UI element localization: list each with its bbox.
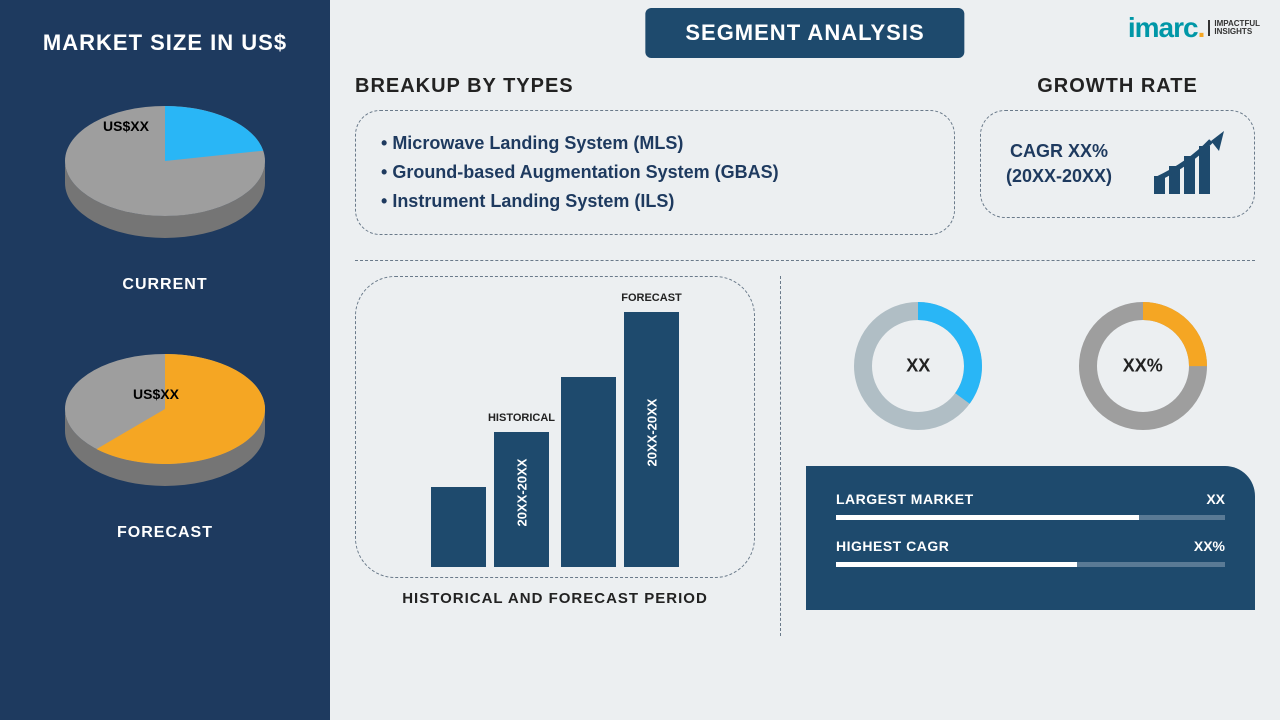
info-row: LARGEST MARKET XX — [836, 491, 1225, 507]
bar — [561, 377, 616, 567]
info-bar — [836, 515, 1225, 520]
logo: imarc. IMPACTFULINSIGHTS — [1128, 12, 1260, 44]
historical-section: HISTORICAL20XX-20XXFORECAST20XX-20XX HIS… — [355, 276, 755, 636]
donut-label: XX — [906, 356, 930, 377]
bar-top-label: FORECAST — [621, 292, 682, 304]
bar — [431, 487, 486, 567]
info-bar — [836, 562, 1225, 567]
right-section: XX XX% LARGEST MARKET XX HIGHEST CAGR XX% — [806, 276, 1255, 636]
pie-forecast: US$XX FORECAST — [55, 334, 275, 542]
bar-period: 20XX-20XX — [514, 458, 529, 526]
info-label: HIGHEST CAGR — [836, 538, 949, 554]
info-row: HIGHEST CAGR XX% — [836, 538, 1225, 554]
growth-title: GROWTH RATE — [980, 75, 1255, 98]
donut: XX% — [1068, 291, 1218, 441]
donuts-row: XX XX% — [806, 291, 1255, 441]
breakup-box: Microwave Landing System (MLS)Ground-bas… — [355, 110, 955, 235]
pie-current: US$XX CURRENT — [55, 86, 275, 294]
bar-top-label: HISTORICAL — [488, 412, 555, 424]
logo-text: imarc. — [1128, 12, 1205, 44]
sidebar-title: MARKET SIZE IN US$ — [43, 30, 287, 56]
bar: FORECAST20XX-20XX — [624, 312, 679, 567]
info-value: XX — [1206, 491, 1225, 507]
info-label: LARGEST MARKET — [836, 491, 974, 507]
historical-caption: HISTORICAL AND FORECAST PERIOD — [402, 590, 708, 607]
pie-value: US$XX — [103, 118, 149, 134]
page-title: SEGMENT ANALYSIS — [645, 8, 964, 58]
type-item: Microwave Landing System (MLS) — [381, 129, 929, 158]
pie-label: FORECAST — [117, 524, 213, 542]
info-panel: LARGEST MARKET XX HIGHEST CAGR XX% — [806, 466, 1255, 610]
breakup-section: BREAKUP BY TYPES Microwave Landing Syste… — [355, 75, 955, 235]
donut: XX — [843, 291, 993, 441]
type-item: Instrument Landing System (ILS) — [381, 187, 929, 216]
breakup-title: BREAKUP BY TYPES — [355, 75, 955, 98]
type-item: Ground-based Augmentation System (GBAS) — [381, 158, 929, 187]
sidebar: MARKET SIZE IN US$ US$XX CURRENT US$XX FORE… — [0, 0, 330, 720]
bar-period: 20XX-20XX — [644, 398, 659, 466]
historical-box: HISTORICAL20XX-20XXFORECAST20XX-20XX — [355, 276, 755, 578]
logo-tagline: IMPACTFULINSIGHTS — [1208, 20, 1260, 36]
divider-horizontal — [355, 260, 1255, 261]
growth-box: CAGR XX% (20XX-20XX) — [980, 110, 1255, 218]
type-list: Microwave Landing System (MLS)Ground-bas… — [381, 129, 929, 216]
cagr-text: CAGR XX% (20XX-20XX) — [1006, 139, 1112, 189]
donut-label: XX% — [1123, 356, 1163, 377]
pie-label: CURRENT — [122, 276, 207, 294]
bar-group: HISTORICAL20XX-20XX — [431, 432, 549, 567]
bar: HISTORICAL20XX-20XX — [494, 432, 549, 567]
growth-section: GROWTH RATE CAGR XX% (20XX-20XX) — [980, 75, 1255, 235]
divider-vertical — [780, 276, 781, 636]
bar-group: FORECAST20XX-20XX — [561, 312, 679, 567]
info-value: XX% — [1194, 538, 1225, 554]
main-area: SEGMENT ANALYSIS imarc. IMPACTFULINSIGHT… — [330, 0, 1280, 720]
growth-icon — [1149, 129, 1229, 199]
pie-value: US$XX — [133, 386, 179, 402]
